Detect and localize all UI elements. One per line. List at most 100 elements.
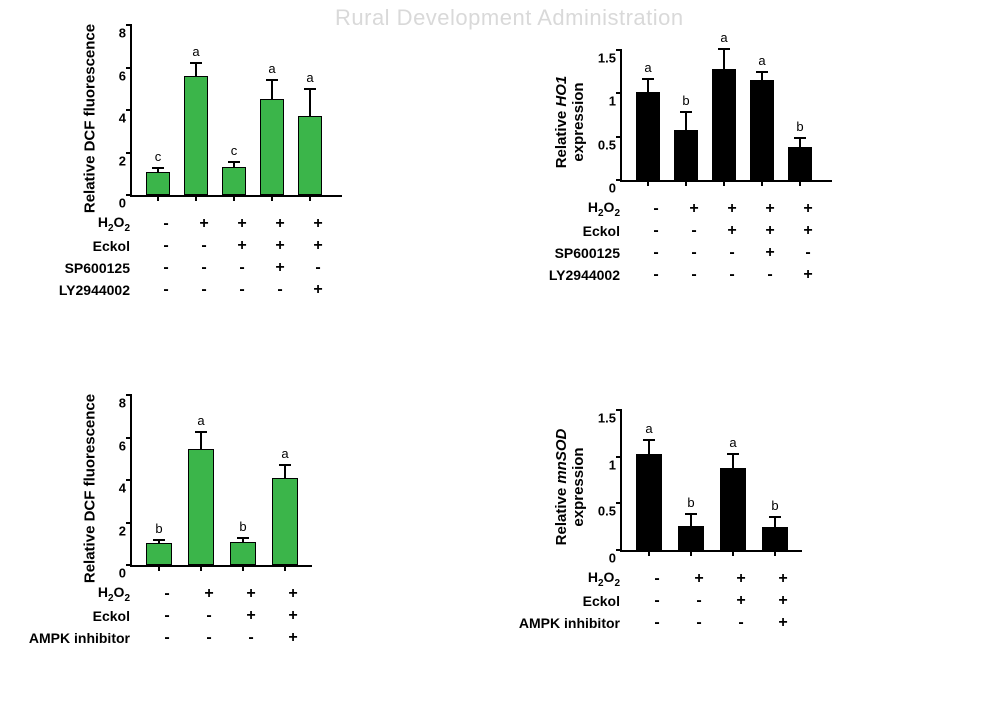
significance-letter: a — [306, 70, 313, 85]
treatment-label: SP600125 — [510, 245, 630, 261]
error-bar — [685, 112, 687, 129]
significance-letter: a — [729, 435, 736, 450]
ytick-label: 1.5 — [598, 411, 622, 426]
ytick-label: 0 — [119, 196, 132, 211]
bar — [260, 99, 284, 195]
error-cap — [756, 71, 768, 73]
treatment-mark: + — [789, 199, 827, 219]
treatment-row: H2O2-+++ — [0, 583, 314, 605]
treatment-mark: - — [720, 613, 762, 633]
plot-area: 00.511.5abab — [620, 410, 802, 552]
treatment-mark: - — [637, 199, 675, 219]
significance-letter: a — [192, 44, 199, 59]
significance-letter: b — [687, 495, 694, 510]
treatment-mark: + — [230, 584, 272, 604]
bar — [636, 92, 660, 180]
treatment-mark: - — [675, 265, 713, 285]
bar — [636, 454, 662, 550]
treatment-row: H2O2-+++ — [490, 568, 804, 590]
error-cap — [279, 464, 291, 466]
treatment-label: SP600125 — [20, 260, 140, 276]
ytick-label: 0.5 — [598, 504, 622, 519]
error-cap — [228, 161, 240, 163]
error-cap — [190, 62, 202, 64]
xtick-mark — [774, 550, 776, 556]
xtick-mark — [761, 180, 763, 186]
significance-letter: b — [796, 119, 803, 134]
treatment-mark: + — [299, 236, 337, 256]
significance-letter: a — [268, 61, 275, 76]
y-axis-label: Relative mnSODexpression — [553, 387, 587, 587]
treatment-table: H2O2-+++Eckol--++AMPK inhibitor---+ — [490, 568, 804, 634]
xtick-mark — [284, 565, 286, 571]
bar — [230, 542, 256, 565]
error-cap — [685, 513, 697, 515]
error-bar — [284, 465, 286, 478]
ytick-label: 4 — [119, 111, 132, 126]
error-cap — [718, 48, 730, 50]
error-bar — [761, 72, 763, 81]
ytick-label: 2 — [119, 153, 132, 168]
error-bar — [648, 440, 650, 454]
treatment-mark: - — [636, 591, 678, 611]
watermark-text: Rural Development Administration — [335, 5, 684, 31]
treatment-mark: + — [272, 628, 314, 648]
plot-area: 02468baba — [130, 395, 312, 567]
ytick-label: 2 — [119, 523, 132, 538]
significance-letter: c — [155, 149, 162, 164]
treatment-mark: - — [675, 243, 713, 263]
treatment-mark: + — [713, 199, 751, 219]
treatment-mark: + — [272, 584, 314, 604]
treatment-mark: - — [185, 236, 223, 256]
bar — [720, 468, 746, 550]
treatment-mark: - — [636, 569, 678, 589]
significance-letter: a — [281, 446, 288, 461]
ytick-label: 0.5 — [598, 137, 622, 152]
treatment-mark: - — [223, 258, 261, 278]
treatment-mark: + — [751, 221, 789, 241]
treatment-row: H2O2-++++ — [510, 198, 827, 220]
bar — [146, 543, 172, 565]
xtick-mark — [309, 195, 311, 201]
treatment-mark: - — [185, 280, 223, 300]
error-cap — [643, 439, 655, 441]
treatment-mark: - — [751, 265, 789, 285]
bar — [146, 172, 170, 195]
error-bar — [200, 432, 202, 449]
treatment-mark: + — [230, 606, 272, 626]
treatment-mark: - — [146, 584, 188, 604]
treatment-table: H2O2-+++Eckol--++AMPK inhibitor---+ — [0, 583, 314, 649]
xtick-mark — [647, 180, 649, 186]
error-cap — [304, 88, 316, 90]
treatment-mark: - — [147, 236, 185, 256]
bar — [678, 526, 704, 550]
error-bar — [271, 80, 273, 99]
significance-letter: a — [644, 60, 651, 75]
treatment-mark: - — [678, 613, 720, 633]
treatment-row: SP600125---+- — [510, 242, 827, 264]
xtick-mark — [242, 565, 244, 571]
plot-area: 00.511.5abaab — [620, 50, 832, 182]
treatment-mark: - — [146, 628, 188, 648]
y-axis-label: Relative HO1expression — [553, 22, 587, 222]
xtick-mark — [799, 180, 801, 186]
plot-area: 02468cacaa — [130, 25, 342, 197]
xtick-mark — [723, 180, 725, 186]
error-bar — [647, 79, 649, 92]
treatment-table: H2O2-++++Eckol--+++SP600125---+-LY294400… — [510, 198, 827, 286]
significance-letter: b — [239, 519, 246, 534]
error-bar — [690, 514, 692, 526]
treatment-mark: - — [146, 606, 188, 626]
error-bar — [732, 454, 734, 468]
treatment-mark: - — [713, 243, 751, 263]
treatment-row: H2O2-++++ — [20, 213, 337, 235]
bar — [762, 527, 788, 550]
significance-letter: b — [155, 521, 162, 536]
xtick-mark — [195, 195, 197, 201]
xtick-mark — [648, 550, 650, 556]
treatment-label: AMPK inhibitor — [490, 615, 630, 631]
treatment-mark: + — [185, 214, 223, 234]
treatment-mark: + — [188, 584, 230, 604]
treatment-label: H2O2 — [490, 569, 630, 589]
treatment-row: SP600125---+- — [20, 257, 337, 279]
